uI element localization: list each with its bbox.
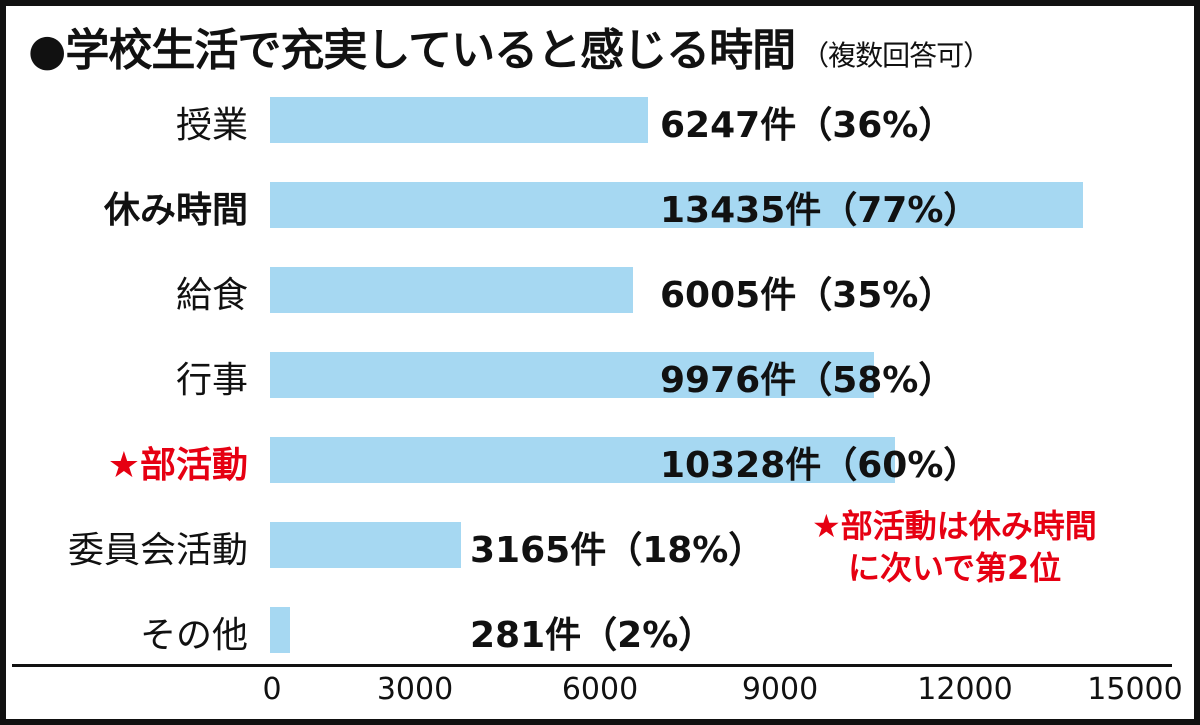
x-tick-label: 0 [262,672,282,707]
bar [270,437,895,483]
bar [270,97,648,143]
data-label: 3165件（18%） [470,530,765,571]
data-label: 13435件（77%） [660,190,980,231]
x-tick-label: 9000 [741,672,819,707]
bar [270,267,634,313]
data-label: 9976件（58%） [660,360,955,401]
data-label: 6005件（35%） [660,275,955,316]
title-text: ●学校生活で充実していると感じる時間 [28,25,796,76]
bar [270,522,462,568]
x-axis-line [12,664,1172,667]
data-label: 10328件（60%） [660,445,980,486]
x-tick-label: 3000 [376,672,454,707]
category-label: 休み時間 [103,190,248,231]
chart-title: ●学校生活で充実していると感じる時間 （複数回答可） [28,14,991,78]
category-label: その他 [139,615,248,656]
subtitle-text: （複数回答可） [801,39,991,72]
x-tick-label: 15000 [1087,672,1183,707]
note-line-2: に次いで第2位 [848,549,1062,587]
category-label: 委員会活動 [67,530,248,571]
category-label: 授業 [175,105,248,146]
category-label: ★部活動 [107,445,248,486]
annotation-note: ★部活動は休み時間 に次いで第2位 [812,505,1097,589]
note-line-1: ★部活動は休み時間 [812,507,1097,545]
data-label: 281件（2%） [470,615,715,656]
bar [270,352,874,398]
bar [270,182,1083,228]
x-tick-label: 12000 [917,672,1013,707]
data-label: 6247件（36%） [660,105,955,146]
x-tick-label: 6000 [561,672,639,707]
category-label: 行事 [175,360,248,401]
bar [270,607,290,653]
category-label: 給食 [175,275,248,316]
